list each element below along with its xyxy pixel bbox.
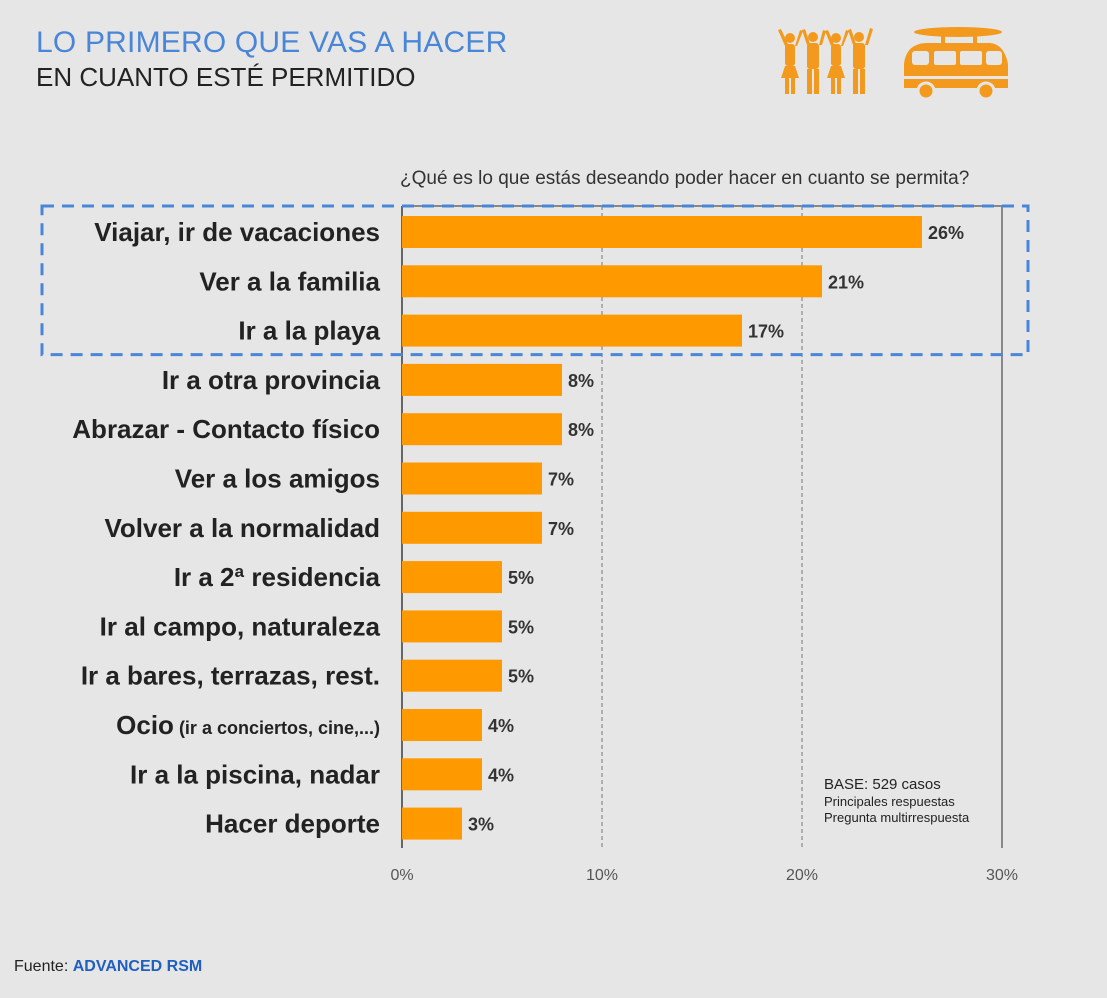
x-tick-label: 20% xyxy=(786,867,818,884)
category-label: Ir a 2ª residencia xyxy=(174,562,381,592)
chart-question: ¿Qué es lo que estás deseando poder hace… xyxy=(400,168,970,189)
bar xyxy=(402,610,502,643)
value-label: 7% xyxy=(548,470,574,490)
value-label: 5% xyxy=(508,617,534,637)
value-label: 3% xyxy=(468,815,494,835)
bar xyxy=(402,314,742,347)
source-brand: ADVANCED RSM xyxy=(72,958,203,975)
note-multi-answer: Pregunta multirrespuesta xyxy=(824,810,970,825)
header-icons xyxy=(778,27,1008,101)
source-line: Fuente: ADVANCED RSM xyxy=(14,958,202,976)
x-tick-label: 10% xyxy=(586,867,618,884)
bar xyxy=(402,561,502,594)
chart-title: LO PRIMERO QUE VAS A HACER xyxy=(36,26,508,59)
category-label: Abrazar - Contacto físico xyxy=(72,414,380,444)
category-label: Ocio (ir a conciertos, cine,...) xyxy=(116,710,380,740)
category-label: Viajar, ir de vacaciones xyxy=(94,217,380,247)
bar xyxy=(402,216,922,248)
category-label: Ir a la playa xyxy=(238,316,380,346)
value-label: 8% xyxy=(568,420,594,440)
highlight-box xyxy=(40,204,1030,357)
bar xyxy=(402,462,542,495)
source-label: Fuente: xyxy=(14,958,69,975)
x-tick-label: 30% xyxy=(986,867,1018,884)
category-label: Ver a los amigos xyxy=(175,464,380,494)
bar xyxy=(402,807,462,840)
category-label: Ver a la familia xyxy=(199,266,380,296)
chart-subtitle: EN CUANTO ESTÉ PERMITIDO xyxy=(36,62,416,92)
x-tick-label: 0% xyxy=(390,867,413,884)
bar xyxy=(402,659,502,692)
bar xyxy=(402,709,482,741)
note-main-answers: Principales respuestas xyxy=(824,794,955,809)
value-label: 17% xyxy=(748,322,784,342)
value-label: 26% xyxy=(928,223,964,243)
van-with-surfboard-icon xyxy=(904,27,1008,101)
bar xyxy=(402,511,542,544)
base-count: BASE: 529 casos xyxy=(824,776,941,793)
bar xyxy=(402,265,822,298)
category-label: Volver a la normalidad xyxy=(104,513,380,543)
people-celebrating-icon xyxy=(778,28,873,94)
category-label: Ir a la piscina, nadar xyxy=(130,759,380,789)
value-label: 5% xyxy=(508,667,534,687)
category-label: Hacer deporte xyxy=(205,809,380,839)
value-label: 5% xyxy=(508,568,534,588)
value-label: 4% xyxy=(488,765,514,785)
category-label: Ir a otra provincia xyxy=(162,365,381,395)
base-note: BASE: 529 casos Principales respuestas P… xyxy=(824,775,969,826)
value-label: 8% xyxy=(568,371,594,391)
value-label: 7% xyxy=(548,519,574,539)
bar xyxy=(402,363,562,396)
category-label: Ir a bares, terrazas, rest. xyxy=(81,661,380,691)
value-label: 4% xyxy=(488,716,514,736)
bar xyxy=(402,413,562,446)
value-label: 21% xyxy=(828,272,864,292)
category-label: Ir al campo, naturaleza xyxy=(100,611,381,641)
bar xyxy=(402,758,482,791)
